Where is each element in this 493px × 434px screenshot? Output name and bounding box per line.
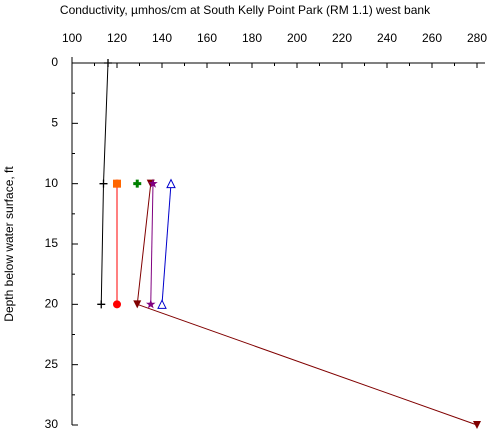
x-tick-label: 240 bbox=[377, 31, 397, 45]
marker bbox=[145, 299, 156, 309]
y-tick-label: 15 bbox=[45, 236, 59, 250]
x-tick-label: 280 bbox=[467, 31, 487, 45]
marker bbox=[97, 300, 106, 309]
marker bbox=[133, 179, 142, 188]
y-tick-label: 25 bbox=[45, 357, 59, 371]
marker bbox=[166, 178, 176, 189]
marker bbox=[157, 299, 167, 309]
marker-shape bbox=[133, 179, 142, 188]
marker-shape bbox=[148, 178, 158, 188]
x-tick-label: 160 bbox=[197, 31, 217, 45]
x-tick-label: 120 bbox=[107, 31, 127, 45]
marker bbox=[148, 178, 158, 188]
marker-shape bbox=[104, 59, 112, 67]
marker bbox=[104, 59, 112, 67]
marker bbox=[113, 179, 121, 188]
x-tick-label: 100 bbox=[62, 31, 82, 45]
y-tick-label: 30 bbox=[45, 417, 59, 431]
x-tick-label: 260 bbox=[422, 31, 442, 45]
x-tick-label: 140 bbox=[152, 31, 172, 45]
marker-shape bbox=[145, 299, 156, 309]
y-tick-label: 0 bbox=[51, 55, 58, 69]
y-tick-label: 20 bbox=[45, 297, 59, 311]
marker-shape bbox=[157, 299, 167, 309]
series-line bbox=[136, 183, 478, 426]
marker-shape bbox=[99, 179, 108, 188]
marker bbox=[473, 421, 481, 429]
marker bbox=[113, 300, 121, 309]
marker-shape bbox=[97, 300, 106, 309]
y-axis-label: Depth below water surface, ft bbox=[2, 166, 16, 322]
y-tick-label: 10 bbox=[45, 176, 59, 190]
y-tick-label: 5 bbox=[51, 116, 58, 130]
x-tick-label: 180 bbox=[242, 31, 262, 45]
series-line bbox=[150, 183, 154, 305]
marker bbox=[133, 300, 142, 309]
series-line bbox=[161, 183, 172, 305]
marker bbox=[99, 179, 108, 188]
x-tick-label: 200 bbox=[287, 31, 307, 45]
x-tick-label: 220 bbox=[332, 31, 352, 45]
marker-shape bbox=[113, 300, 121, 309]
marker-shape bbox=[133, 300, 142, 309]
marker-shape bbox=[473, 421, 481, 429]
marker-shape bbox=[113, 179, 121, 188]
chart-title: Conductivity, µmhos/cm at South Kelly Po… bbox=[60, 3, 431, 17]
marker-shape bbox=[166, 178, 176, 189]
